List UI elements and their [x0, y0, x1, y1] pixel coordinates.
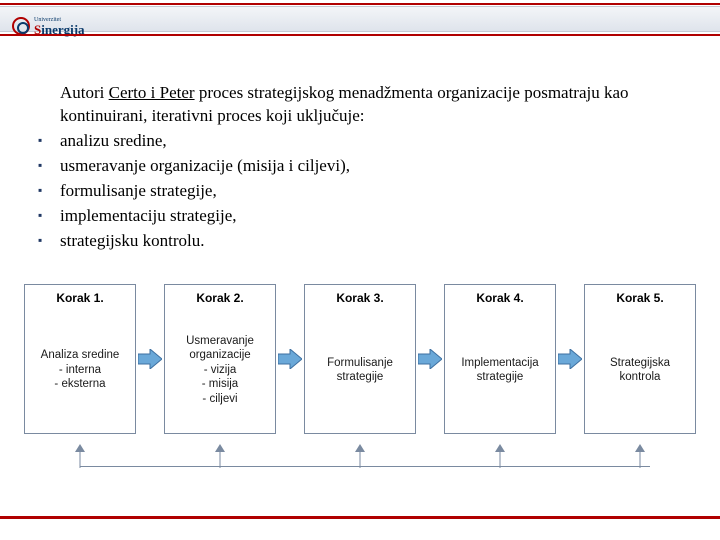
flow-step-title: Korak 3. [309, 291, 411, 305]
intro-paragraph: Autori Certo i Peter proces strategijsko… [60, 82, 668, 128]
flow-arrow [416, 284, 444, 434]
arrow-right-icon [278, 349, 302, 369]
header: Univerzitet Sinergija [0, 0, 720, 38]
flow-step-title: Korak 4. [449, 291, 551, 305]
flow-arrow [556, 284, 584, 434]
flow-step-1: Korak 1. Analiza sredine - interna - eks… [24, 284, 136, 434]
header-rule-bottom [0, 34, 720, 36]
flow-step-label: Implementacija strategije [449, 313, 551, 427]
intro-pre: Autori [60, 83, 109, 102]
flow-step-5: Korak 5. Strategijska kontrola [584, 284, 696, 434]
brand-mark-icon [12, 17, 30, 35]
brand-text: Univerzitet Sinergija [34, 17, 85, 36]
bullet-item: usmeravanje organizacije (misija i cilje… [60, 155, 668, 178]
header-bar: Univerzitet Sinergija [0, 6, 720, 32]
arrow-right-icon [418, 349, 442, 369]
intro-authors: Certo i Peter [109, 83, 195, 102]
feedback-arrow-3 [353, 444, 367, 468]
arrow-right-icon [558, 349, 582, 369]
bullet-item: formulisanje strategije, [60, 180, 668, 203]
process-flowchart: Korak 1. Analiza sredine - interna - eks… [24, 284, 704, 468]
flow-step-title: Korak 5. [589, 291, 691, 305]
flow-boxes: Korak 1. Analiza sredine - interna - eks… [24, 284, 704, 434]
flow-arrow [276, 284, 304, 434]
flow-step-label: Formulisanje strategije [309, 313, 411, 427]
feedback-arrow-1 [73, 444, 87, 468]
arrow-right-icon [138, 349, 162, 369]
feedback-arrow-4 [493, 444, 507, 468]
flow-step-label: Usmeravanje organizacije - vizija - misi… [169, 313, 271, 427]
footer-rule [0, 516, 720, 519]
flow-step-label: Analiza sredine - interna - eksterna [29, 313, 131, 427]
bullet-item: strategijsku kontrolu. [60, 230, 668, 253]
flow-step-title: Korak 1. [29, 291, 131, 305]
feedback-arrow-5 [633, 444, 647, 468]
flow-step-4: Korak 4. Implementacija strategije [444, 284, 556, 434]
flow-arrow [136, 284, 164, 434]
body-text: Autori Certo i Peter proces strategijsko… [60, 82, 668, 255]
bullet-item: analizu sredine, [60, 130, 668, 153]
bullet-list: analizu sredine, usmeravanje organizacij… [60, 130, 668, 253]
flow-step-2: Korak 2. Usmeravanje organizacije - vizi… [164, 284, 276, 434]
feedback-rail [24, 444, 706, 468]
bullet-item: implementaciju strategije, [60, 205, 668, 228]
flow-step-label: Strategijska kontrola [589, 313, 691, 427]
flow-step-3: Korak 3. Formulisanje strategije [304, 284, 416, 434]
header-rule-top [0, 3, 720, 5]
feedback-arrow-2 [213, 444, 227, 468]
flow-step-title: Korak 2. [169, 291, 271, 305]
